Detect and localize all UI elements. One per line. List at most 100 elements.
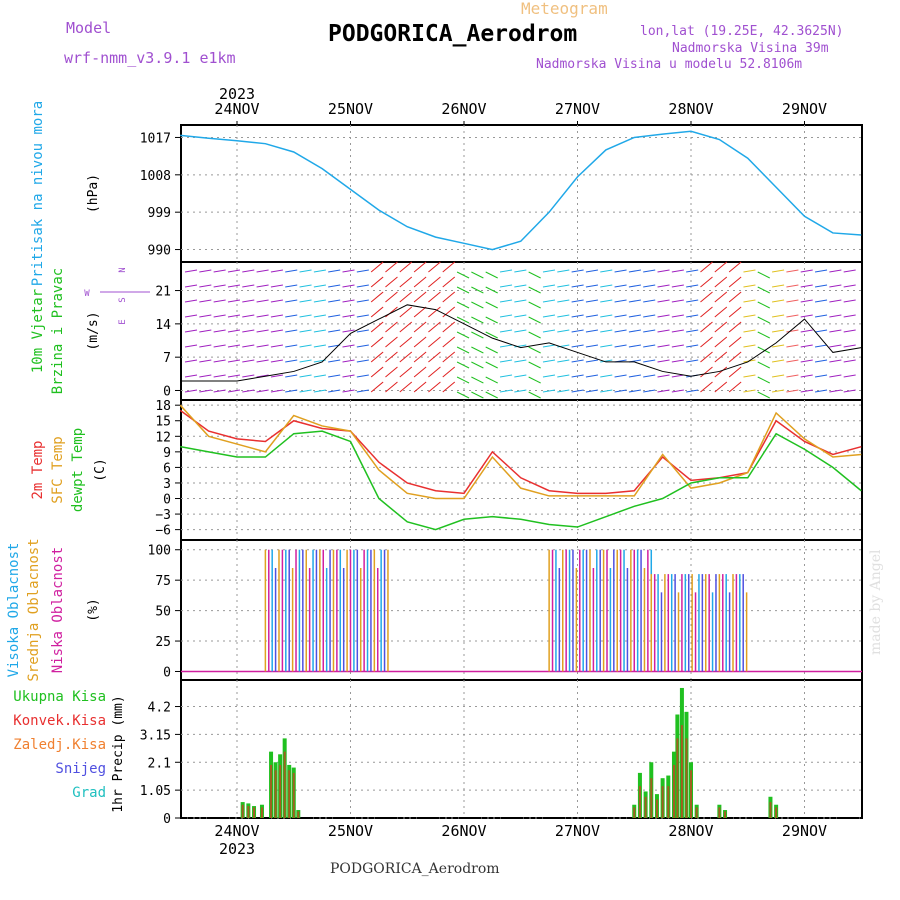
wind-barb xyxy=(671,299,684,303)
wind-barb xyxy=(299,314,312,318)
wind-barb xyxy=(199,389,212,393)
wind-barb xyxy=(714,336,728,348)
wind-barb xyxy=(270,389,283,393)
wind-barb xyxy=(772,284,785,288)
y-tick-label: 2.1 xyxy=(148,756,171,771)
wind-barb xyxy=(442,306,456,318)
wind-barb xyxy=(628,299,641,303)
wind-barb xyxy=(456,271,470,279)
wind-barb xyxy=(385,321,398,333)
wind-barb xyxy=(585,314,599,318)
wind-barb xyxy=(356,329,369,333)
wind-barb xyxy=(456,361,470,369)
legend-entry: Zaledj.Kisa xyxy=(13,737,106,753)
x-day-label-top: 24NOV xyxy=(214,100,259,118)
wind-barb xyxy=(356,314,369,318)
wind-barb xyxy=(714,351,728,363)
y-tick-label: 0 xyxy=(163,493,171,508)
wind-barb xyxy=(199,314,212,318)
wind-barb xyxy=(671,284,684,288)
wind-barb xyxy=(328,299,341,303)
wind-barb xyxy=(413,276,427,288)
altitude-model-label: Nadmorska Visina u modelu 52.8106m xyxy=(536,57,803,72)
wind-barb xyxy=(227,359,241,363)
wind-barb xyxy=(199,344,212,348)
wind-barb xyxy=(413,306,427,318)
wind-barb xyxy=(557,329,570,333)
wind-barb xyxy=(528,286,541,294)
wind-barb xyxy=(385,381,398,393)
wind-barb xyxy=(428,336,441,348)
wind-barb xyxy=(299,344,312,348)
wind-barb xyxy=(485,316,498,324)
wind-barb xyxy=(728,291,742,303)
wind-barb xyxy=(528,271,541,279)
y-axis-title: Pritisak na nivou mora xyxy=(30,101,46,286)
wind-barb xyxy=(242,314,255,318)
wind-barb xyxy=(628,314,641,318)
y-axis-title: Visoka Oblacnost xyxy=(6,543,22,678)
y-tick-label: 21 xyxy=(155,285,171,300)
wind-barb xyxy=(328,389,341,393)
wind-barb xyxy=(385,366,398,378)
wind-barb xyxy=(757,361,770,369)
wind-barb xyxy=(299,359,312,363)
wind-barb xyxy=(442,276,456,288)
wind-barb xyxy=(728,351,742,363)
model-name: wrf-nmm_v3.9.1 e1km xyxy=(64,49,236,67)
wind-barb xyxy=(399,276,413,288)
wind-barb xyxy=(786,269,799,273)
wind-barb xyxy=(829,359,842,363)
wind-barb xyxy=(342,359,355,363)
wind-barb xyxy=(270,284,283,288)
legend-entry: Grad xyxy=(72,785,106,801)
temp-line-1 xyxy=(179,404,862,500)
temp-line-2 xyxy=(180,430,862,531)
wind-barb xyxy=(829,299,842,303)
x-day-label-bottom: 27NOV xyxy=(555,822,600,840)
wind-barb xyxy=(571,284,584,288)
wind-barb xyxy=(542,359,556,363)
y-axis-title: 1hr Precip (mm) xyxy=(111,695,126,812)
wind-barb xyxy=(242,344,255,348)
wind-barb xyxy=(772,374,785,378)
wind-barb xyxy=(399,381,413,393)
wind-barb xyxy=(643,284,656,288)
wind-barb xyxy=(184,359,198,363)
wind-barb xyxy=(213,389,226,393)
wind-barb xyxy=(714,306,728,318)
wind-barb xyxy=(299,284,312,288)
wind-barb xyxy=(227,284,241,288)
wind-barb xyxy=(829,269,842,273)
y-tick-label: 25 xyxy=(155,635,171,650)
wind-barb xyxy=(456,286,470,294)
wind-barb xyxy=(542,374,556,378)
wind-barb xyxy=(428,321,441,333)
wind-barb xyxy=(786,314,799,318)
precip-conv-bar xyxy=(247,806,250,818)
wind-barb xyxy=(485,331,498,339)
wind-barb xyxy=(843,359,856,363)
y-axis-title-2: Srednja Oblacnost xyxy=(26,538,42,681)
wind-barb xyxy=(270,329,283,333)
wind-barb xyxy=(485,346,498,354)
wind-barb xyxy=(800,314,813,318)
wind-barb xyxy=(743,284,756,288)
wind-barb xyxy=(528,346,541,354)
precip-conv-bar xyxy=(661,786,664,818)
wind-barb xyxy=(843,284,856,288)
wind-barb xyxy=(471,391,484,399)
wind-barb xyxy=(557,269,570,273)
wind-barb xyxy=(256,284,269,288)
wind-barb xyxy=(227,269,241,273)
wind-barb xyxy=(628,344,641,348)
wind-barb xyxy=(442,261,456,273)
wind-barb xyxy=(313,269,326,273)
pressure-line xyxy=(180,130,862,251)
wind-barb xyxy=(442,336,456,348)
precip-conv-bar xyxy=(695,807,698,818)
wind-barb xyxy=(242,269,255,273)
wind-barb xyxy=(528,391,541,399)
wind-barb xyxy=(829,329,842,333)
wind-barb xyxy=(600,314,613,318)
